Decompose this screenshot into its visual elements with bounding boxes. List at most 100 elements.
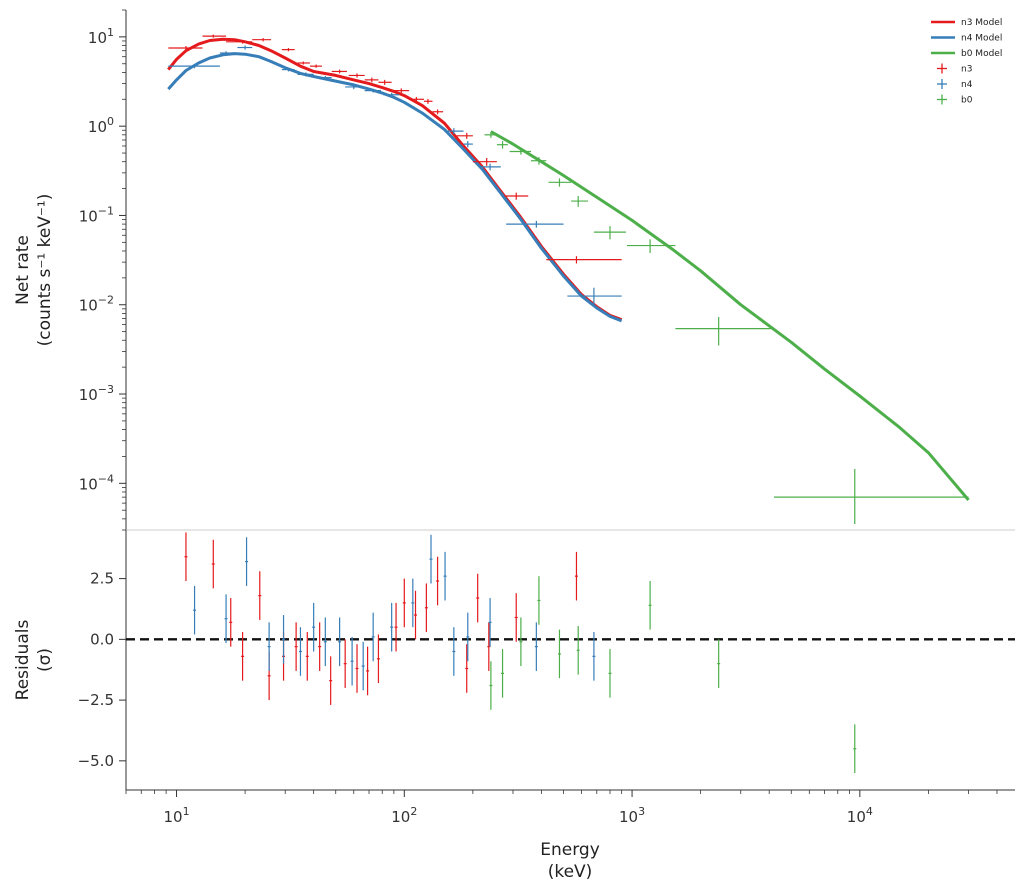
data-point-n4 <box>480 163 501 171</box>
top-y-tick-label: 10−2 <box>79 294 114 315</box>
residual-point-n3 <box>294 622 298 671</box>
top-data-points <box>168 34 969 525</box>
legend-item: n4 <box>937 79 973 90</box>
residual-point-n3 <box>465 644 469 693</box>
residual-point-n3 <box>414 590 418 640</box>
legend-item: n3 Model <box>931 18 1002 28</box>
residual-point-n3 <box>229 598 233 647</box>
residual-point-n3 <box>258 571 262 620</box>
residual-point-n3 <box>436 556 440 606</box>
top-panel: 10−4 10−3 10−2 10−1 100 101 Net rate (counts … <box>13 9 970 531</box>
residual-point-n3 <box>329 656 333 705</box>
residual-point-n4 <box>371 612 375 662</box>
top-y-ticks: 10−4 10−3 10−2 10−1 100 101 <box>79 9 126 531</box>
data-point-n3 <box>432 109 444 115</box>
data-point-b0 <box>484 132 497 138</box>
x-tick-label: 103 <box>619 805 645 826</box>
residual-point-n3 <box>318 622 322 671</box>
residual-point-n3 <box>241 632 245 681</box>
data-point-n3 <box>252 38 272 42</box>
residual-point-n4 <box>452 627 456 676</box>
bottom-y-tick-label: 2.5 <box>90 570 114 588</box>
residual-point-n4 <box>193 585 197 635</box>
residual-point-n4 <box>534 622 538 671</box>
legend-item: b0 <box>937 94 973 106</box>
data-point-n3 <box>456 132 473 139</box>
data-point-b0 <box>593 226 626 240</box>
top-y-tick-label: 101 <box>88 26 114 47</box>
bottom-y-tick-label: 0.0 <box>90 630 114 648</box>
data-point-n4 <box>345 84 364 90</box>
bottom-y-axis-label-line2: (σ) <box>35 648 55 672</box>
residual-point-n4 <box>267 622 271 671</box>
data-point-n3 <box>364 77 379 83</box>
residual-point-n4 <box>361 641 365 691</box>
data-point-b0 <box>531 157 547 165</box>
data-point-b0 <box>509 148 532 155</box>
top-model-lines <box>167 37 970 501</box>
residual-point-n4 <box>245 537 249 586</box>
data-point-n3 <box>331 69 347 74</box>
data-point-n4 <box>463 141 473 148</box>
residual-point-n4 <box>443 551 447 601</box>
data-point-n3 <box>423 98 433 104</box>
residual-point-n4 <box>298 627 302 676</box>
residual-point-n3 <box>402 578 406 628</box>
bottom-y-axis-label-line1: Residuals <box>13 620 33 701</box>
residual-point-n3 <box>376 634 380 684</box>
x-tick-label: 102 <box>391 805 417 826</box>
model-line-n3-model <box>167 37 623 322</box>
residual-point-n4 <box>323 617 327 667</box>
data-point-n4 <box>297 72 314 77</box>
data-point-b0 <box>496 141 508 149</box>
x-ticks: 101 102 103 104 <box>125 790 998 826</box>
data-point-b0 <box>571 196 588 207</box>
x-tick-label: 101 <box>163 805 189 826</box>
residual-point-n4 <box>429 534 433 584</box>
residual-point-n4 <box>312 602 316 652</box>
data-point-n4 <box>318 75 332 80</box>
residual-point-b0 <box>537 576 541 625</box>
residual-point-b0 <box>519 617 523 667</box>
residual-point-n3 <box>305 632 309 681</box>
residual-point-b0 <box>717 639 721 688</box>
residual-point-n3 <box>476 573 480 623</box>
data-point-n3 <box>409 97 424 102</box>
data-point-n3 <box>504 192 529 200</box>
residual-points <box>184 532 857 773</box>
data-point-n4 <box>364 88 381 93</box>
data-point-n4 <box>219 51 235 55</box>
bottom-y-tick-label: −5.0 <box>78 752 114 770</box>
bottom-y-tick-label: −2.5 <box>78 691 114 709</box>
data-point-b0 <box>675 316 775 346</box>
residual-point-n4 <box>390 602 394 652</box>
legend-label: b0 <box>961 96 973 106</box>
x-axis-label-line2: (keV) <box>548 862 593 882</box>
data-point-n4 <box>444 128 464 135</box>
bottom-panel: 2.5 0.0 −2.5 −5.0 Residuals (σ) <box>13 530 1015 791</box>
x-axis-label-line1: Energy <box>540 840 600 860</box>
residual-point-n3 <box>394 602 398 652</box>
legend-label: n3 Model <box>961 18 1002 28</box>
residual-point-n3 <box>343 639 347 688</box>
data-point-n4 <box>281 67 295 72</box>
data-point-n4 <box>506 220 564 228</box>
residual-point-n3 <box>355 644 359 693</box>
legend-label: n4 Model <box>961 34 1002 44</box>
residual-point-b0 <box>576 625 580 675</box>
legend-item: n4 Model <box>931 34 1002 44</box>
legend-item: n3 <box>937 63 972 75</box>
data-point-n4 <box>383 92 400 97</box>
residual-point-n3 <box>184 532 188 582</box>
residual-point-n4 <box>224 594 228 643</box>
data-point-n3 <box>378 79 392 85</box>
x-tick-label: 104 <box>847 805 873 826</box>
data-point-n4 <box>567 287 622 307</box>
residual-point-n3 <box>424 583 428 633</box>
residual-point-b0 <box>648 581 652 630</box>
legend-label: b0 Model <box>961 49 1002 59</box>
data-point-n3 <box>546 256 622 264</box>
data-point-n3 <box>168 46 203 51</box>
residual-point-n4 <box>488 598 492 647</box>
